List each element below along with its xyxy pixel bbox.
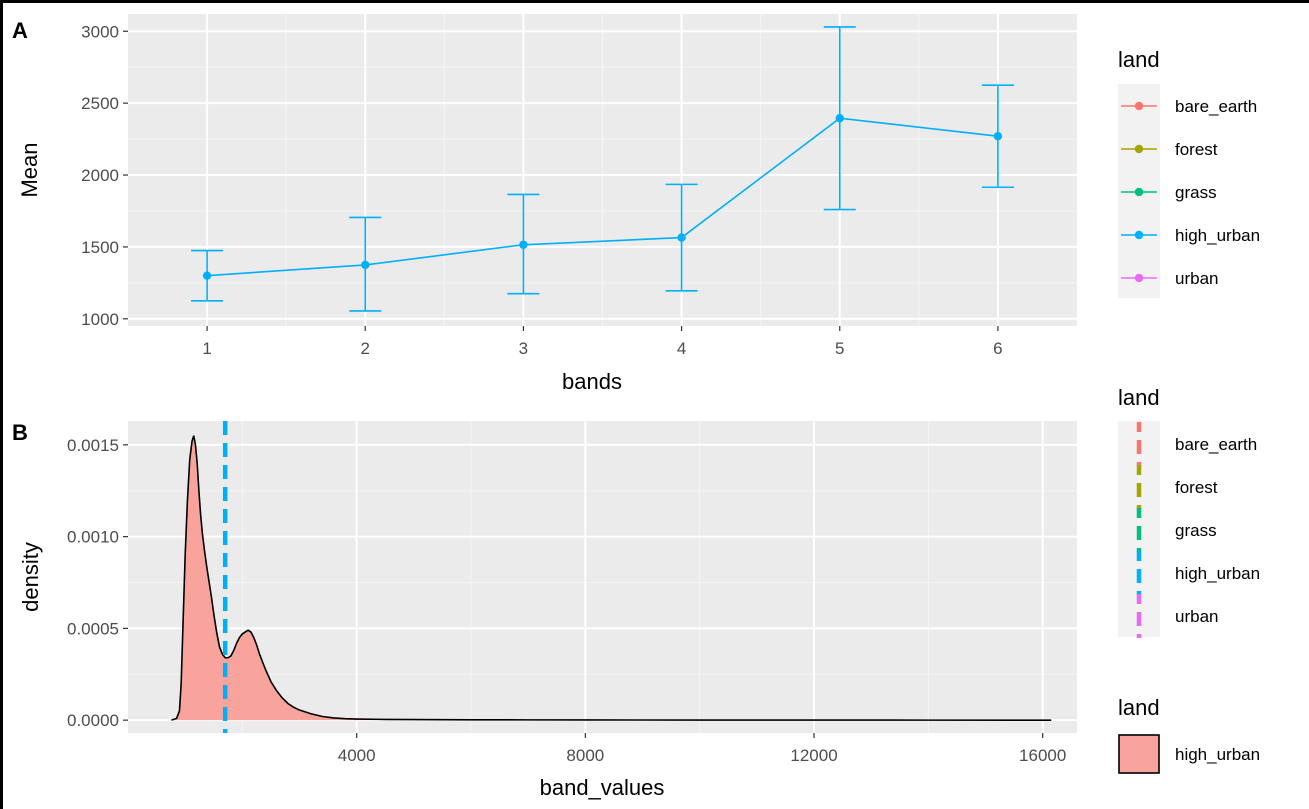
legend-key-fill-swatch [1118,734,1160,774]
legend-item-label: urban [1175,607,1218,626]
panel-a-x-tick-label: 6 [993,339,1002,358]
panel-a-y-tick-label: 2500 [81,94,119,113]
panel-a-label: A [12,18,28,43]
panel-a-y-tick-label: 1500 [81,238,119,257]
panel-b-x-tick-label: 8000 [566,746,604,765]
panel-a-y-axis-title: Mean [17,142,42,197]
data-point [835,114,844,123]
legend-key-point [1134,144,1144,154]
data-point [361,260,370,270]
legend-item-label: grass [1175,521,1217,540]
legend-item-label: high_urban [1175,564,1260,583]
panel-a-axes: 1000 1500 2000 2500 3000 1 2 3 4 5 6 [81,22,1002,358]
legend-item-label: grass [1175,183,1217,202]
panel-a-x-tick-label: 5 [835,339,844,358]
panel-b-label: B [12,420,28,445]
panel-b-fill-legend-title: land [1118,695,1160,720]
panel-a-x-tick-label: 2 [361,339,370,358]
panel-b-x-tick-label: 16000 [1019,746,1066,765]
data-point [993,132,1003,141]
legend-item-label: high_urban [1175,226,1260,245]
legend-key-point [1134,230,1144,240]
panel-a-y-tick-label: 3000 [81,22,119,41]
legend-item-label: bare_earth [1175,435,1257,454]
panel-b-x-tick-label: 12000 [790,746,837,765]
legend-item-label: urban [1175,269,1218,288]
panel-b-y-tick-label: 0.0005 [67,619,119,638]
panel-a-legend-title: land [1118,47,1160,72]
panel-a-y-tick-label: 1000 [81,310,119,329]
panel-b-density-chart: B 0.0000 0.0005 0.0010 0.0015 4000 8000 12000 1… [12,385,1260,800]
data-point [202,271,212,280]
legend-item-label: high_urban [1175,745,1260,764]
data-point [519,240,528,249]
panel-b-y-tick-label: 0.0000 [67,711,119,730]
density-outline-high_urban [171,435,1052,721]
panel-b-y-tick-label: 0.0015 [67,436,119,455]
panel-b-y-tick-label: 0.0010 [67,528,119,547]
density-area-high_urban [171,435,1052,721]
series-line-high_urban [207,117,999,277]
legend-item-label: bare_earth [1175,97,1257,116]
legend-item-label: forest [1175,140,1218,159]
panel-b-y-axis-title: density [18,542,43,612]
frame-top-border [0,0,1309,3]
legend-key-point [1134,273,1144,283]
panel-b-x-tick-label: 4000 [338,746,376,765]
legend-item-label: forest [1175,478,1218,497]
panel-b-fill-legend: land high_urban [1118,695,1260,774]
data-point [677,233,686,242]
panel-a-x-tick-label: 4 [677,339,686,358]
legend-key-point [1134,187,1144,197]
frame-left-border [0,0,3,809]
legend-key-point [1134,101,1144,111]
panel-b-marks [171,421,1052,733]
panel-a-x-tick-label: 1 [202,339,211,358]
panel-a-y-tick-label: 2000 [81,166,119,185]
panel-a-x-tick-label: 3 [519,339,528,358]
panel-a-x-axis-title: bands [562,369,622,394]
panel-b-linetype-legend-title: land [1118,385,1160,410]
panel-a-grid [128,14,1077,326]
panel-b-x-axis-title: band_values [540,775,665,800]
panel-a-marks [191,26,1014,312]
panel-b-plot-background [128,421,1077,733]
panel-b-axes: 0.0000 0.0005 0.0010 0.0015 4000 8000 12000 160… [67,436,1066,765]
